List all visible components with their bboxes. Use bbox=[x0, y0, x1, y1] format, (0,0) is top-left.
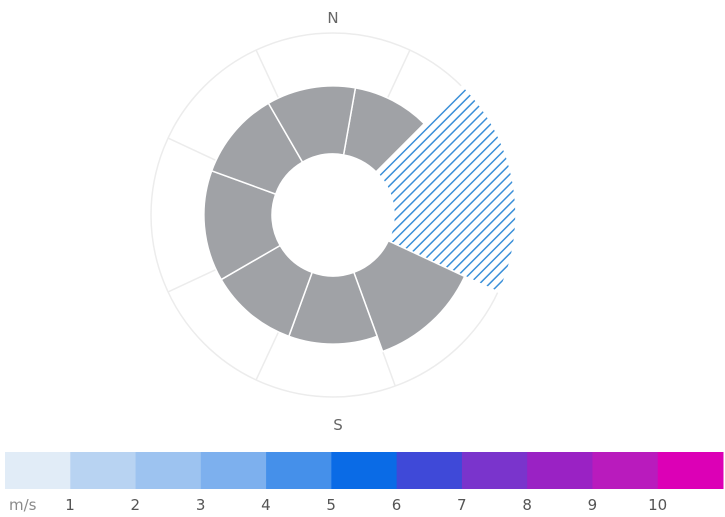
colorbar-swatch bbox=[592, 452, 659, 489]
direction-label-south: S bbox=[333, 416, 343, 434]
wind-sector[interactable] bbox=[267, 85, 357, 164]
colorbar-unit-label: m/s bbox=[9, 496, 37, 514]
wind-sector[interactable] bbox=[287, 271, 379, 345]
colorbar-tick-labels: 1 2 3 4 5 6 7 8 9 10 bbox=[65, 496, 667, 514]
colorbar-tick-label: 3 bbox=[196, 496, 206, 514]
wind-sector[interactable] bbox=[342, 86, 426, 173]
wind-sectors bbox=[203, 84, 517, 353]
colorbar-tick-label: 7 bbox=[457, 496, 467, 514]
wind-sector[interactable] bbox=[220, 244, 314, 338]
colorbar-swatch bbox=[200, 452, 267, 489]
colorbar-swatch bbox=[70, 452, 137, 489]
colorbar-swatches bbox=[5, 452, 724, 489]
speed-colorbar: m/s 1 2 3 4 5 6 7 8 9 10 bbox=[5, 452, 724, 514]
colorbar-tick-label: 2 bbox=[131, 496, 141, 514]
colorbar-swatch bbox=[461, 452, 528, 489]
colorbar-swatch bbox=[5, 452, 71, 489]
wind-sector[interactable] bbox=[352, 239, 466, 353]
colorbar-swatch bbox=[135, 452, 202, 489]
colorbar-tick-label: 1 bbox=[65, 496, 75, 514]
colorbar-swatch bbox=[266, 452, 332, 489]
wind-rose-chart: N S bbox=[150, 9, 517, 434]
colorbar-tick-label: 8 bbox=[522, 496, 532, 514]
wind-sector[interactable] bbox=[203, 169, 282, 281]
direction-label-north: N bbox=[327, 9, 338, 27]
wind-sector-highlighted[interactable] bbox=[375, 84, 517, 294]
colorbar-tick-label: 5 bbox=[326, 496, 336, 514]
colorbar-tick-label: 4 bbox=[261, 496, 271, 514]
colorbar-swatch bbox=[657, 452, 724, 489]
colorbar-tick-label: 9 bbox=[588, 496, 598, 514]
wind-sector[interactable] bbox=[210, 102, 304, 196]
colorbar-swatch bbox=[527, 452, 593, 489]
colorbar-swatch bbox=[396, 452, 463, 489]
colorbar-tick-label: 6 bbox=[392, 496, 402, 514]
colorbar-tick-label: 10 bbox=[648, 496, 667, 514]
colorbar-swatch bbox=[331, 452, 398, 489]
